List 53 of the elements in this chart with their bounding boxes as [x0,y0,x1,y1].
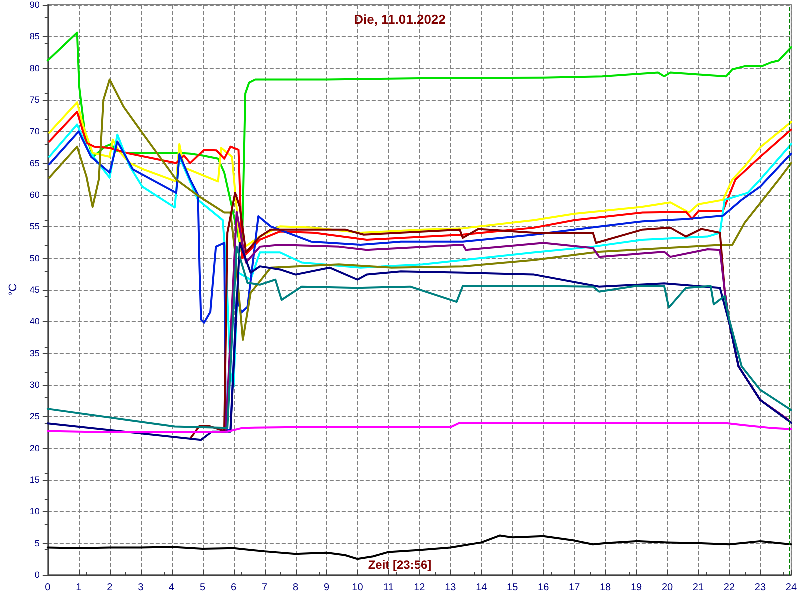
x-tick-label: 0 [45,582,52,594]
y-tick-label: 50 [30,253,40,264]
y-tick-label: 40 [30,316,40,327]
x-tick-label: 16 [538,582,550,594]
x-tick-label: 1 [76,582,82,594]
y-tick-label: 45 [30,285,40,295]
line-series [46,422,792,434]
x-tick-label: 9 [324,582,330,594]
x-tick-label: 22 [724,582,736,594]
y-tick-label: 5 [34,538,40,548]
y-tick-label: 55 [30,222,40,232]
x-tick-label: 12 [414,582,426,594]
x-tick-label: 21 [692,582,704,594]
line-series [48,124,792,388]
x-tick-label: 24 [786,582,798,594]
x-tick-label: 3 [138,582,144,594]
x-tick-label: 17 [569,582,581,594]
x-tick-label: 5 [200,582,206,594]
y-tick-label: 90 [30,0,40,10]
x-tick-label: 18 [600,582,612,594]
x-tick-label: 20 [662,582,674,594]
x-axis-title: Zeit [23:56] [368,558,432,572]
x-tick-label: 7 [262,582,268,594]
x-tick-label: 8 [292,582,299,594]
x-tick-label: 14 [476,582,488,594]
y-tick-label: 0 [34,570,40,580]
x-tick-label: 15 [507,582,519,594]
y-tick-label: 60 [30,190,40,200]
line-series [48,130,792,431]
line-series [48,78,792,342]
x-tick-label: 4 [169,582,176,594]
line-series [46,32,792,254]
x-tick-label: 13 [445,582,457,594]
x-tick-label: 11 [384,582,394,594]
y-tick-label: 80 [30,63,40,74]
text: Die, 11.01.2022 [354,12,446,27]
x-tick-label: 10 [352,582,364,594]
y-tick-label: 35 [30,348,40,358]
y-tick-label: 70 [30,126,40,137]
x-tick-label: 19 [630,582,643,594]
y-tick-label: 75 [30,95,40,105]
y-tick-label: 25 [30,412,40,422]
x-tick-label: 23 [754,582,766,594]
y-tick-label: 15 [30,475,40,485]
y-tick-label: 20 [30,443,40,454]
y-tick-label: 30 [30,380,40,390]
line-series [46,534,792,560]
x-tick-label: 6 [231,582,238,594]
y-axis-title: °C [8,284,20,296]
x-tick-label: 2 [107,582,114,594]
y-tick-label: 10 [30,506,40,517]
y-tick-label: 65 [30,158,40,168]
y-tick-label: 85 [30,32,40,42]
